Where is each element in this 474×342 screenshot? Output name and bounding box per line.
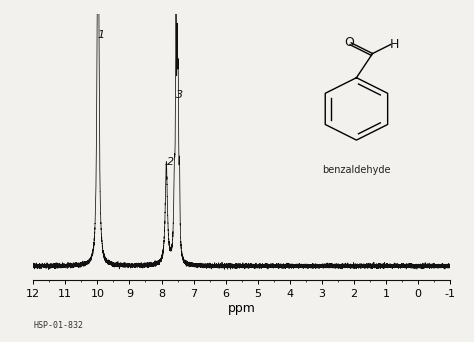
Text: 1: 1	[98, 30, 105, 40]
Text: H: H	[390, 38, 399, 51]
Text: 2: 2	[167, 157, 174, 168]
Text: 3: 3	[176, 90, 183, 100]
X-axis label: ppm: ppm	[228, 302, 255, 315]
Text: HSP-01-832: HSP-01-832	[33, 321, 83, 330]
Text: benzaldehyde: benzaldehyde	[322, 165, 391, 175]
Text: O: O	[345, 36, 354, 49]
